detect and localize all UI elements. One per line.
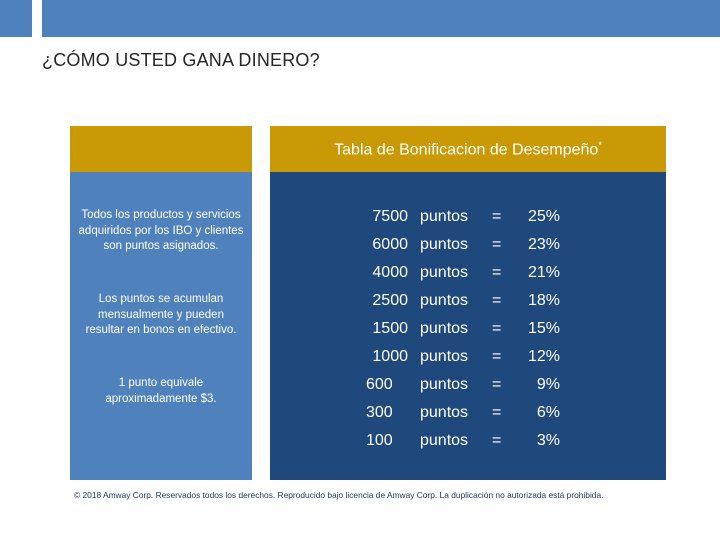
table-title-text: Tabla de Bonificacion de Desempeño [334, 141, 599, 159]
table-row: 7500 puntos = 25% [270, 208, 666, 236]
equals-sign: = [492, 320, 502, 337]
copyright-footer: © 2018 Amway Corp. Reservados todos los … [74, 490, 604, 500]
table-header-band [270, 126, 666, 172]
points-unit: puntos [420, 208, 469, 225]
info-panel: Todos los productos y servicios adquirid… [70, 172, 252, 480]
sidebar-header-band [70, 126, 252, 172]
bonus-percent: 3% [536, 432, 560, 449]
bonus-percent: 25% [527, 208, 560, 225]
points-value: 600 [366, 376, 393, 393]
equals-sign: = [492, 208, 502, 225]
points-value: 100 [366, 432, 393, 449]
bonus-percent: 9% [536, 376, 560, 393]
equals-sign: = [492, 404, 502, 421]
table-row: 300 puntos = 6% [270, 404, 666, 432]
bonus-percent: 18% [527, 292, 560, 309]
points-unit: puntos [420, 348, 469, 365]
table-row: 600 puntos = 9% [270, 376, 666, 404]
points-unit: puntos [420, 320, 469, 337]
points-value: 1500 [372, 320, 408, 337]
equals-sign: = [492, 292, 502, 309]
bonus-percent: 23% [527, 236, 560, 253]
table-title-footnote-mark: * [598, 140, 602, 150]
table-row: 4000 puntos = 21% [270, 264, 666, 292]
points-unit: puntos [420, 432, 469, 449]
bonus-percent: 21% [527, 264, 560, 281]
points-value: 7500 [372, 208, 408, 225]
table-title: Tabla de Bonificacion de Desempeño* [270, 140, 666, 159]
points-unit: puntos [420, 264, 469, 281]
points-unit: puntos [420, 404, 469, 421]
page-title: ¿CÓMO USTED GANA DINERO? [42, 50, 320, 70]
points-unit: puntos [420, 376, 469, 393]
equals-sign: = [492, 236, 502, 253]
points-value: 300 [366, 404, 393, 421]
table-row: 100 puntos = 3% [270, 432, 666, 460]
bonus-percent: 6% [536, 404, 560, 421]
points-unit: puntos [420, 292, 469, 309]
info-paragraph: Todos los productos y servicios adquirid… [78, 209, 244, 252]
bonus-percent: 12% [527, 348, 560, 365]
equals-sign: = [492, 432, 502, 449]
equals-sign: = [492, 264, 502, 281]
points-unit: puntos [420, 236, 469, 253]
table-row: 1000 puntos = 12% [270, 348, 666, 376]
points-value: 1000 [372, 348, 408, 365]
info-paragraph: 1 punto equivale aproximadamente $3. [105, 377, 217, 405]
header-bar [42, 0, 720, 37]
points-value: 6000 [372, 236, 408, 253]
header-accent-square [0, 0, 32, 37]
equals-sign: = [492, 376, 502, 393]
info-paragraph: Los puntos se acumulan mensualmente y pu… [85, 293, 237, 336]
points-value: 4000 [372, 264, 408, 281]
equals-sign: = [492, 348, 502, 365]
bonus-percent: 15% [527, 320, 560, 337]
table-row: 2500 puntos = 18% [270, 292, 666, 320]
table-row: 1500 puntos = 15% [270, 320, 666, 348]
bonus-table: 7500 puntos = 25% 6000 puntos = 23% 4000… [270, 172, 666, 480]
points-value: 2500 [372, 292, 408, 309]
table-row: 6000 puntos = 23% [270, 236, 666, 264]
